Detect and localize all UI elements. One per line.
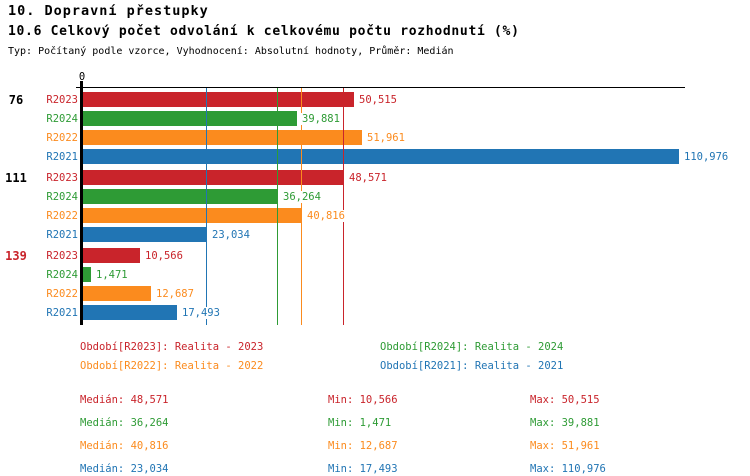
- bar-value-label: 36,264: [282, 191, 322, 203]
- bar-year-label-r2022: R2022: [46, 210, 78, 222]
- bar-year-label-r2023: R2023: [46, 94, 78, 106]
- bar-r2022: [83, 130, 362, 145]
- median-line-r2023: [342, 88, 344, 325]
- report-title: 10. Dopravní přestupky: [8, 3, 209, 19]
- bar-value-label: 12,687: [155, 288, 195, 300]
- report-meta-line: Typ: Počítaný podle vzorce, Vyhodnocení:…: [8, 46, 454, 57]
- bar-year-label-r2021: R2021: [46, 307, 78, 319]
- bar-value-label: 50,515: [358, 94, 398, 106]
- bar-value-label: 48,571: [348, 172, 388, 184]
- median-line-r2024: [276, 88, 278, 325]
- bar-year-label-r2023: R2023: [46, 172, 78, 184]
- bar-r2024: [83, 189, 278, 204]
- x-axis-zero-label: 0: [78, 71, 86, 83]
- group-label: 111: [5, 171, 27, 185]
- bar-value-label: 110,976: [683, 151, 730, 163]
- bar-value-label: 51,961: [366, 132, 406, 144]
- legend-item-r2021: Období[R2021]: Realita - 2021: [380, 360, 564, 372]
- stat-min-r2024: Min: 1,471: [328, 417, 392, 429]
- legend-item-r2023: Období[R2023]: Realita - 2023: [80, 341, 264, 353]
- bar-r2022: [83, 286, 151, 301]
- bar-year-label-r2024: R2024: [46, 191, 78, 203]
- bar-value-label: 40,816: [306, 210, 346, 222]
- stat-max-r2023: Max: 50,515: [530, 394, 600, 406]
- bar-value-label: 39,881: [301, 113, 341, 125]
- stat-max-r2021: Max: 110,976: [530, 463, 606, 475]
- bar-r2023: [83, 92, 354, 107]
- legend-item-r2024: Období[R2024]: Realita - 2024: [380, 341, 564, 353]
- stat-median-r2021: Medián: 23,034: [80, 463, 169, 475]
- bar-year-label-r2022: R2022: [46, 288, 78, 300]
- stat-max-r2022: Max: 51,961: [530, 440, 600, 452]
- stat-median-r2022: Medián: 40,816: [80, 440, 169, 452]
- stat-median-r2024: Medián: 36,264: [80, 417, 169, 429]
- median-line-r2022: [301, 88, 303, 325]
- stat-min-r2022: Min: 12,687: [328, 440, 398, 452]
- bar-r2021: [83, 305, 177, 320]
- median-line-r2021: [205, 88, 207, 325]
- legend-item-r2022: Období[R2022]: Realita - 2022: [80, 360, 264, 372]
- bar-r2021: [83, 227, 207, 242]
- group-label: 139: [5, 249, 27, 263]
- stat-median-r2023: Medián: 48,571: [80, 394, 169, 406]
- bar-r2024: [83, 267, 91, 282]
- bar-year-label-r2024: R2024: [46, 113, 78, 125]
- bar-value-label: 1,471: [95, 269, 129, 281]
- bar-year-label-r2021: R2021: [46, 229, 78, 241]
- bar-r2023: [83, 248, 140, 263]
- y-axis-line: [80, 81, 83, 325]
- bar-year-label-r2022: R2022: [46, 132, 78, 144]
- stat-max-r2024: Max: 39,881: [530, 417, 600, 429]
- bar-year-label-r2023: R2023: [46, 250, 78, 262]
- bar-year-label-r2024: R2024: [46, 269, 78, 281]
- x-axis-line: [76, 87, 685, 88]
- stat-min-r2023: Min: 10,566: [328, 394, 398, 406]
- bar-r2021: [83, 149, 679, 164]
- bar-value-label: 10,566: [144, 250, 184, 262]
- stat-min-r2021: Min: 17,493: [328, 463, 398, 475]
- bar-value-label: 23,034: [211, 229, 251, 241]
- bar-value-label: 17,493: [181, 307, 221, 319]
- report-subtitle: 10.6 Celkový počet odvolání k celkovému …: [8, 24, 520, 39]
- bar-r2023: [83, 170, 344, 185]
- bar-r2024: [83, 111, 297, 126]
- bar-year-label-r2021: R2021: [46, 151, 78, 163]
- bar-r2022: [83, 208, 302, 223]
- group-label: 76: [8, 93, 24, 107]
